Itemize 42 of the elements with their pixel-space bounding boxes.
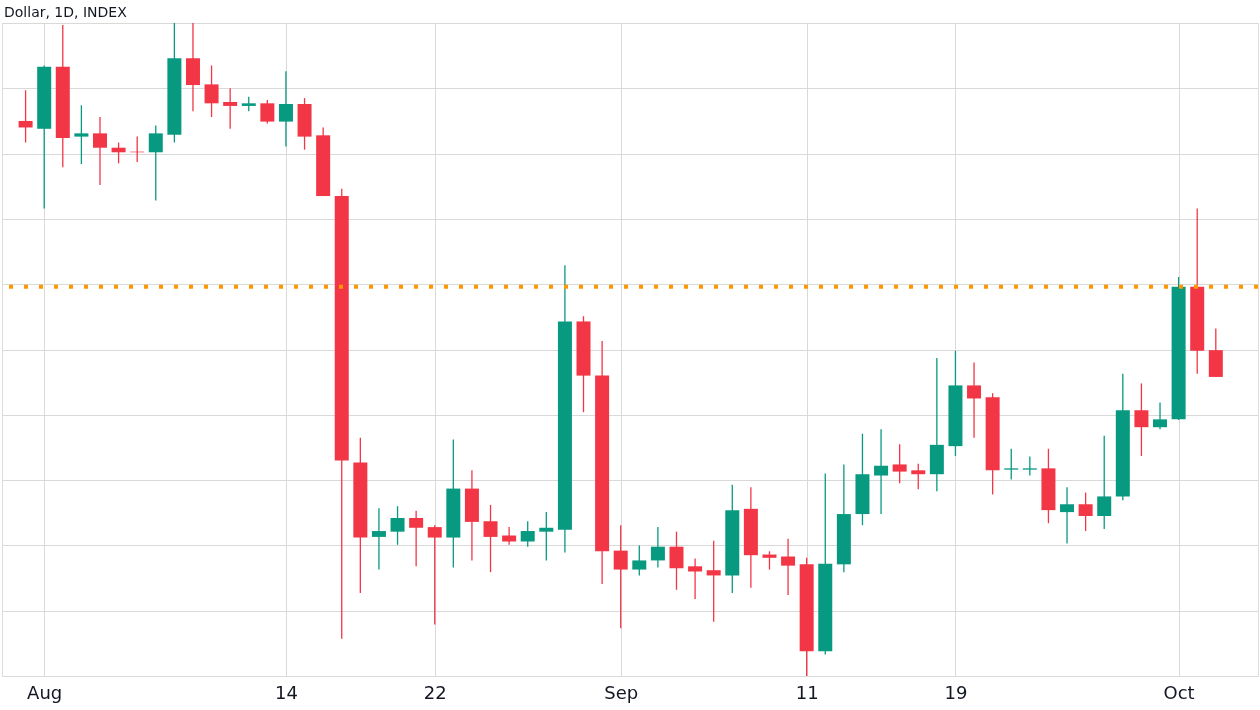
candlestick xyxy=(781,538,796,596)
candlestick xyxy=(762,550,777,571)
candlestick xyxy=(371,507,386,571)
candlestick xyxy=(650,526,665,569)
candlestick xyxy=(613,524,628,629)
candlestick xyxy=(688,557,703,600)
candlestick xyxy=(1097,435,1112,530)
candlestick xyxy=(669,531,684,591)
chart-title: Dollar, 1D, INDEX xyxy=(4,4,128,21)
candlestick xyxy=(1153,401,1168,430)
candlestick xyxy=(148,124,163,202)
candlestick xyxy=(539,511,554,562)
x-tick-label: 11 xyxy=(795,681,819,703)
candlestick xyxy=(911,463,926,490)
x-tick-label: Oct xyxy=(1163,681,1195,703)
candlestick xyxy=(18,89,33,144)
candlestick xyxy=(1078,491,1093,532)
x-tick-label: Aug xyxy=(27,681,63,703)
candlestick xyxy=(520,520,535,548)
candlestick xyxy=(483,504,498,573)
candlestick xyxy=(409,510,424,567)
candlestick xyxy=(706,540,721,623)
x-tick-label: Sep xyxy=(604,681,639,703)
x-tick-label: 14 xyxy=(275,681,298,703)
candlestick xyxy=(74,104,89,165)
candlestick xyxy=(427,524,442,626)
candlestick xyxy=(223,87,238,130)
candlestick xyxy=(260,99,275,125)
candlestick xyxy=(967,361,982,439)
candlestick xyxy=(1022,455,1037,477)
candlestick xyxy=(632,544,647,577)
candlestick xyxy=(892,443,907,485)
candlestick xyxy=(1134,382,1149,457)
candlestick xyxy=(390,505,405,546)
candlestick xyxy=(1004,448,1019,481)
candlestick xyxy=(1060,486,1075,545)
candlestick xyxy=(874,428,889,515)
x-tick-label: 22 xyxy=(423,681,447,703)
x-tick-label: 19 xyxy=(944,681,968,703)
candlestick xyxy=(278,70,293,148)
candlestick xyxy=(204,64,219,118)
candlestick xyxy=(92,116,107,186)
